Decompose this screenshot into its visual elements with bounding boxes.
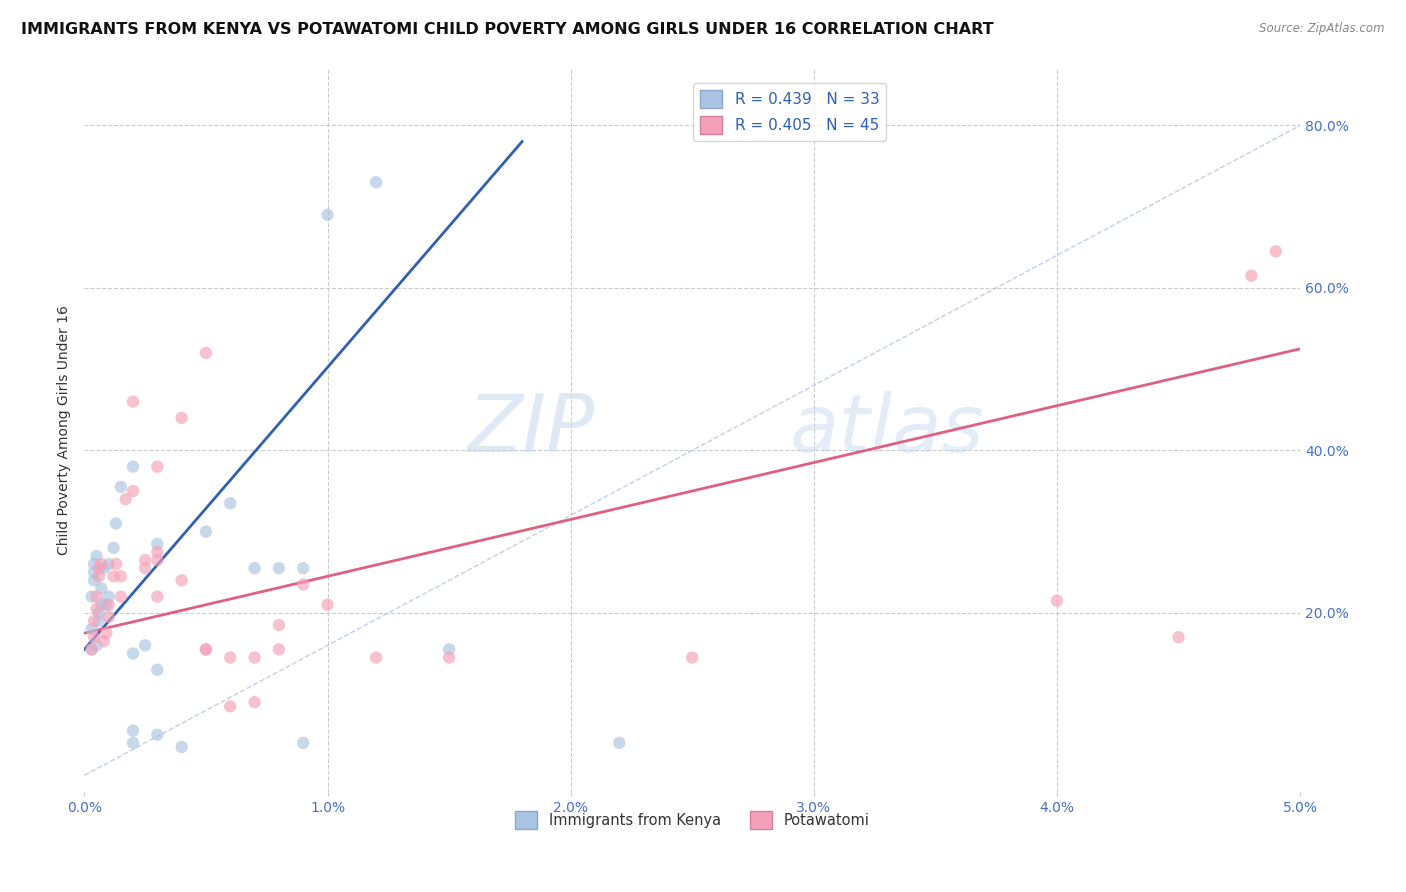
Point <box>170 739 193 754</box>
Point <box>243 561 266 575</box>
Point <box>86 639 108 653</box>
Point <box>219 650 242 665</box>
Point <box>316 598 339 612</box>
Point <box>86 602 108 616</box>
Point <box>170 410 193 425</box>
Point <box>83 566 105 580</box>
Point <box>146 553 169 567</box>
Point <box>87 614 110 628</box>
Point <box>80 590 103 604</box>
Point <box>80 642 103 657</box>
Point <box>170 574 193 588</box>
Point <box>292 577 315 591</box>
Point <box>219 496 242 510</box>
Point <box>97 598 120 612</box>
Point <box>83 614 105 628</box>
Point <box>93 634 115 648</box>
Point <box>134 639 156 653</box>
Point <box>146 459 169 474</box>
Point <box>437 642 460 657</box>
Point <box>86 549 108 563</box>
Point <box>103 541 125 555</box>
Point <box>292 561 315 575</box>
Point <box>243 695 266 709</box>
Point <box>87 569 110 583</box>
Text: ZIP: ZIP <box>468 391 595 469</box>
Point <box>114 492 136 507</box>
Point <box>97 610 120 624</box>
Point <box>1046 593 1069 607</box>
Y-axis label: Child Poverty Among Girls Under 16: Child Poverty Among Girls Under 16 <box>58 305 72 555</box>
Point <box>134 553 156 567</box>
Point <box>134 561 156 575</box>
Point <box>122 723 145 738</box>
Legend: Immigrants from Kenya, Potawatomi: Immigrants from Kenya, Potawatomi <box>509 805 875 835</box>
Point <box>146 590 169 604</box>
Point <box>292 736 315 750</box>
Point <box>146 537 169 551</box>
Point <box>267 561 290 575</box>
Point <box>267 642 290 657</box>
Point <box>122 736 145 750</box>
Point <box>366 650 388 665</box>
Point <box>146 728 169 742</box>
Point <box>86 590 108 604</box>
Point <box>219 699 242 714</box>
Point <box>122 459 145 474</box>
Point <box>87 561 110 575</box>
Text: Source: ZipAtlas.com: Source: ZipAtlas.com <box>1260 22 1385 36</box>
Point <box>87 606 110 620</box>
Point <box>1240 268 1263 283</box>
Point <box>194 346 217 360</box>
Point <box>104 557 127 571</box>
Point <box>80 622 103 636</box>
Point <box>97 557 120 571</box>
Point <box>93 561 115 575</box>
Point <box>146 545 169 559</box>
Point <box>146 663 169 677</box>
Point <box>103 569 125 583</box>
Point <box>110 480 132 494</box>
Point <box>194 642 217 657</box>
Point <box>90 598 112 612</box>
Point <box>104 516 127 531</box>
Point <box>96 626 118 640</box>
Point <box>96 598 118 612</box>
Point <box>122 483 145 498</box>
Point <box>681 650 703 665</box>
Point <box>83 557 105 571</box>
Point <box>83 630 105 644</box>
Point <box>1167 630 1189 644</box>
Point <box>1264 244 1286 259</box>
Point <box>607 736 630 750</box>
Point <box>316 208 339 222</box>
Point <box>90 557 112 571</box>
Text: atlas: atlas <box>790 391 984 469</box>
Point <box>110 590 132 604</box>
Point <box>110 569 132 583</box>
Point <box>194 642 217 657</box>
Point <box>97 590 120 604</box>
Point <box>122 394 145 409</box>
Text: IMMIGRANTS FROM KENYA VS POTAWATOMI CHILD POVERTY AMONG GIRLS UNDER 16 CORRELATI: IMMIGRANTS FROM KENYA VS POTAWATOMI CHIL… <box>21 22 994 37</box>
Point <box>122 647 145 661</box>
Point <box>366 175 388 189</box>
Point <box>194 524 217 539</box>
Point <box>437 650 460 665</box>
Point <box>90 582 112 596</box>
Point <box>83 574 105 588</box>
Point <box>267 618 290 632</box>
Point <box>80 642 103 657</box>
Point <box>243 650 266 665</box>
